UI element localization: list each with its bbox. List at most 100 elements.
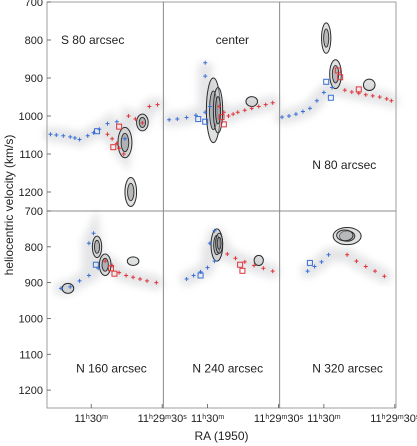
red-box-marker <box>110 144 117 151</box>
red-marker <box>373 269 378 274</box>
panel-label: N 240 arcsec <box>192 362 263 376</box>
y-tick-label: 1200 <box>19 385 43 397</box>
blue-marker <box>54 133 59 137</box>
blue-marker <box>86 273 91 278</box>
red-marker <box>256 104 261 109</box>
blue-marker <box>203 110 208 115</box>
blue-marker <box>212 228 217 233</box>
blue-marker <box>105 121 110 126</box>
panel-label: N 80 arcsec <box>312 158 376 172</box>
blue-marker <box>86 241 91 246</box>
red-marker <box>270 269 275 274</box>
blue-marker <box>212 259 217 264</box>
blue-marker <box>207 104 212 109</box>
red-box-marker <box>334 67 341 74</box>
panel-3: N 80 arcsec <box>275 22 399 172</box>
red-box-marker <box>220 121 227 128</box>
blue-box-marker <box>195 116 202 123</box>
red-marker <box>233 256 238 261</box>
blue-marker <box>68 134 73 139</box>
x-tick-label: 11h30m <box>191 413 225 425</box>
blue-marker <box>312 264 317 269</box>
y-tick-label: 1000 <box>19 111 43 123</box>
panel-6: N 320 arcsec <box>300 226 392 376</box>
blue-box-marker <box>306 259 313 266</box>
blue-marker <box>91 231 96 236</box>
panel-4: N 160 arcsec <box>54 208 164 376</box>
contour-inner <box>120 133 130 153</box>
blue-box-marker <box>94 128 101 135</box>
red-marker <box>370 93 375 98</box>
frames-layer <box>46 1 397 409</box>
panel-1: S 80 arcsec <box>43 33 165 207</box>
contour <box>336 229 354 242</box>
red-marker <box>242 108 247 113</box>
blue-box-marker <box>202 118 209 125</box>
y-tick-label: 1000 <box>19 313 43 325</box>
red-marker <box>363 264 368 269</box>
y-tick-label: 1100 <box>19 349 43 361</box>
blue-box-marker <box>327 94 334 101</box>
blue-marker <box>184 277 189 282</box>
blue-marker <box>191 273 196 278</box>
panel-5: N 240 arcsec <box>179 227 280 376</box>
red-marker <box>263 102 268 107</box>
blue-marker <box>175 117 180 122</box>
panel-frame <box>46 210 164 409</box>
blue-marker <box>203 60 208 65</box>
red-marker <box>131 275 136 280</box>
red-marker <box>140 120 145 125</box>
red-marker <box>217 104 222 109</box>
blue-marker <box>305 269 310 274</box>
red-marker <box>117 270 122 275</box>
blue-box-marker <box>92 261 99 268</box>
blue-marker <box>321 90 326 95</box>
panel-label: N 320 arcsec <box>312 362 383 376</box>
blue-marker <box>326 252 331 257</box>
red-marker <box>342 88 347 93</box>
red-marker <box>384 96 389 101</box>
contour <box>126 256 140 266</box>
x-tick-label: 11h29m30s <box>370 413 417 425</box>
panels-layer: S 80 arcsec center N 80 arcsec N 160 arcsec… <box>43 22 399 376</box>
red-marker <box>121 152 126 156</box>
contour-inner <box>331 65 340 84</box>
blue-marker <box>300 109 305 114</box>
y-tick-label: 700 <box>25 0 43 9</box>
red-marker <box>133 117 138 122</box>
red-marker <box>226 114 231 118</box>
red-marker <box>389 98 394 103</box>
blue-marker <box>319 259 324 264</box>
red-marker <box>117 146 122 151</box>
blue-marker <box>68 284 73 289</box>
blue-marker <box>114 119 119 124</box>
blue-box-marker <box>323 78 330 85</box>
red-marker <box>155 102 160 107</box>
red-marker <box>124 273 129 278</box>
red-marker <box>231 112 236 117</box>
blue-marker <box>77 137 82 142</box>
x-tick-label: 11h29m30s <box>254 413 304 425</box>
red-marker <box>252 263 257 268</box>
red-box-marker <box>237 261 244 268</box>
blue-marker <box>207 241 212 246</box>
blue-marker <box>330 85 335 90</box>
red-box-marker <box>218 114 225 121</box>
red-marker <box>242 259 247 264</box>
blue-marker <box>286 114 291 118</box>
red-marker <box>377 95 382 99</box>
red-box-marker <box>107 265 114 272</box>
blue-box-marker <box>197 272 204 279</box>
blue-marker <box>85 133 90 138</box>
blue-marker <box>61 133 66 138</box>
panel-label: S 80 arcsec <box>61 33 124 47</box>
y-tick-label: 1100 <box>19 149 43 161</box>
y-axis-label: heliocentric velocity (km/s) <box>2 135 16 276</box>
blue-marker <box>184 115 189 120</box>
blue-marker <box>48 132 53 137</box>
contour <box>245 96 259 107</box>
contour-inner <box>323 28 330 48</box>
red-marker <box>382 274 387 279</box>
red-marker <box>138 277 143 282</box>
